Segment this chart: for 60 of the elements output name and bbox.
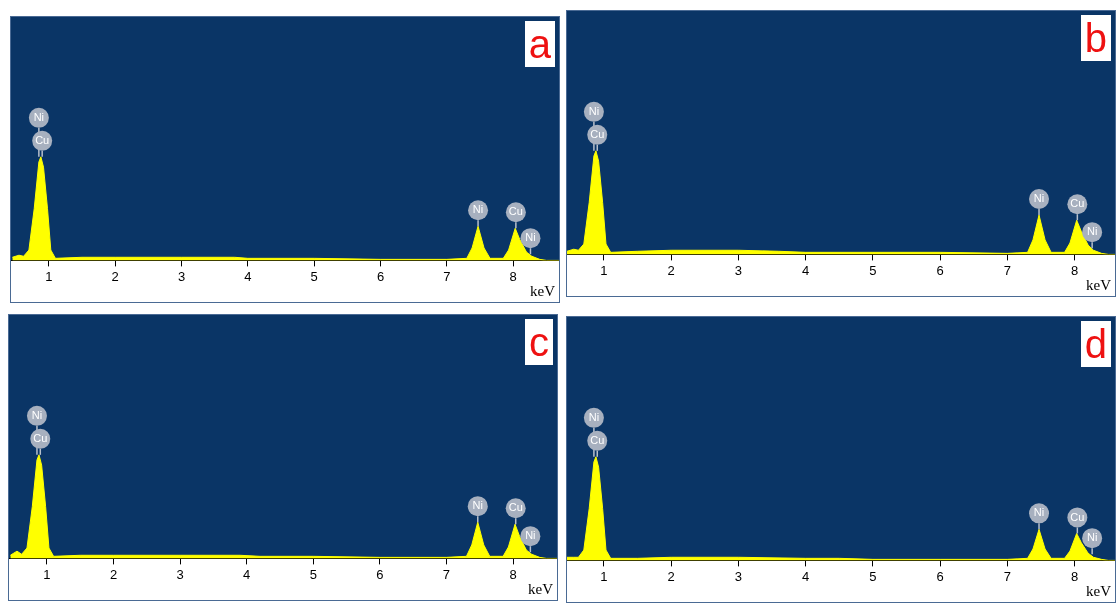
- x-tick-label: 1: [600, 568, 608, 584]
- x-axis-title: keV: [1086, 277, 1112, 294]
- x-tick-label: 2: [109, 566, 118, 582]
- x-tick-label: 6: [936, 568, 944, 584]
- x-tick-label: 1: [600, 262, 608, 278]
- text: c: [525, 319, 553, 365]
- annotation: Ni: [588, 410, 600, 423]
- annotation: Ni: [472, 203, 484, 216]
- annotation: Cu: [33, 431, 48, 444]
- x-tick-label: 5: [310, 268, 318, 284]
- x-tick-label: 2: [667, 262, 675, 278]
- annotation: Ni: [1033, 506, 1045, 519]
- x-tick-label: 7: [442, 566, 451, 582]
- x-tick-label: 3: [734, 262, 743, 278]
- annotation: Cu: [35, 133, 50, 146]
- x-tick-label: 6: [376, 268, 385, 284]
- x-tick-label: 1: [45, 268, 53, 284]
- x-tick-label: 7: [1003, 568, 1012, 584]
- annotation: Ni: [525, 529, 536, 542]
- x-axis-title: keV: [528, 581, 554, 598]
- text: d: [1080, 321, 1111, 367]
- annotation: Ni: [33, 110, 45, 123]
- x-tick-label: 7: [443, 268, 451, 284]
- annotation: Cu: [1070, 510, 1085, 523]
- x-tick-label: 6: [376, 566, 384, 582]
- annotation: Ni: [472, 499, 483, 512]
- x-tick-label: 8: [1071, 568, 1079, 584]
- annotation: Cu: [590, 127, 605, 140]
- annotation: Cu: [508, 501, 523, 514]
- x-tick-label: 5: [869, 262, 877, 278]
- annotation: Cu: [1070, 197, 1085, 210]
- x-tick-label: 3: [176, 566, 184, 582]
- x-axis-title: keV: [530, 283, 556, 300]
- annotation: Cu: [508, 205, 523, 218]
- x-tick-label: 5: [309, 566, 317, 582]
- annotation: Cu: [590, 433, 605, 446]
- annotation: Ni: [1086, 225, 1098, 238]
- x-tick-label: 4: [244, 268, 252, 284]
- x-tick-label: 4: [802, 568, 810, 584]
- text: b: [1080, 15, 1111, 61]
- text: a: [524, 21, 555, 67]
- x-axis-title: keV: [1086, 583, 1112, 600]
- x-tick-label: 3: [734, 568, 743, 584]
- x-tick-label: 4: [802, 262, 810, 278]
- x-tick-label: 2: [667, 568, 675, 584]
- x-tick-label: 6: [936, 262, 944, 278]
- x-tick-label: 3: [177, 268, 186, 284]
- x-tick-label: 8: [509, 566, 517, 582]
- x-tick-label: 5: [869, 568, 877, 584]
- x-tick-label: 4: [243, 566, 251, 582]
- annotation: Ni: [1086, 531, 1098, 544]
- annotation: Ni: [1033, 192, 1045, 205]
- x-tick-label: 2: [111, 268, 119, 284]
- annotation: Ni: [588, 104, 600, 117]
- x-tick-label: 8: [509, 268, 517, 284]
- annotation: Ni: [31, 408, 43, 421]
- annotation: Ni: [525, 231, 536, 244]
- x-tick-label: 1: [43, 566, 51, 582]
- x-tick-label: 7: [1003, 262, 1012, 278]
- x-tick-label: 8: [1071, 262, 1079, 278]
